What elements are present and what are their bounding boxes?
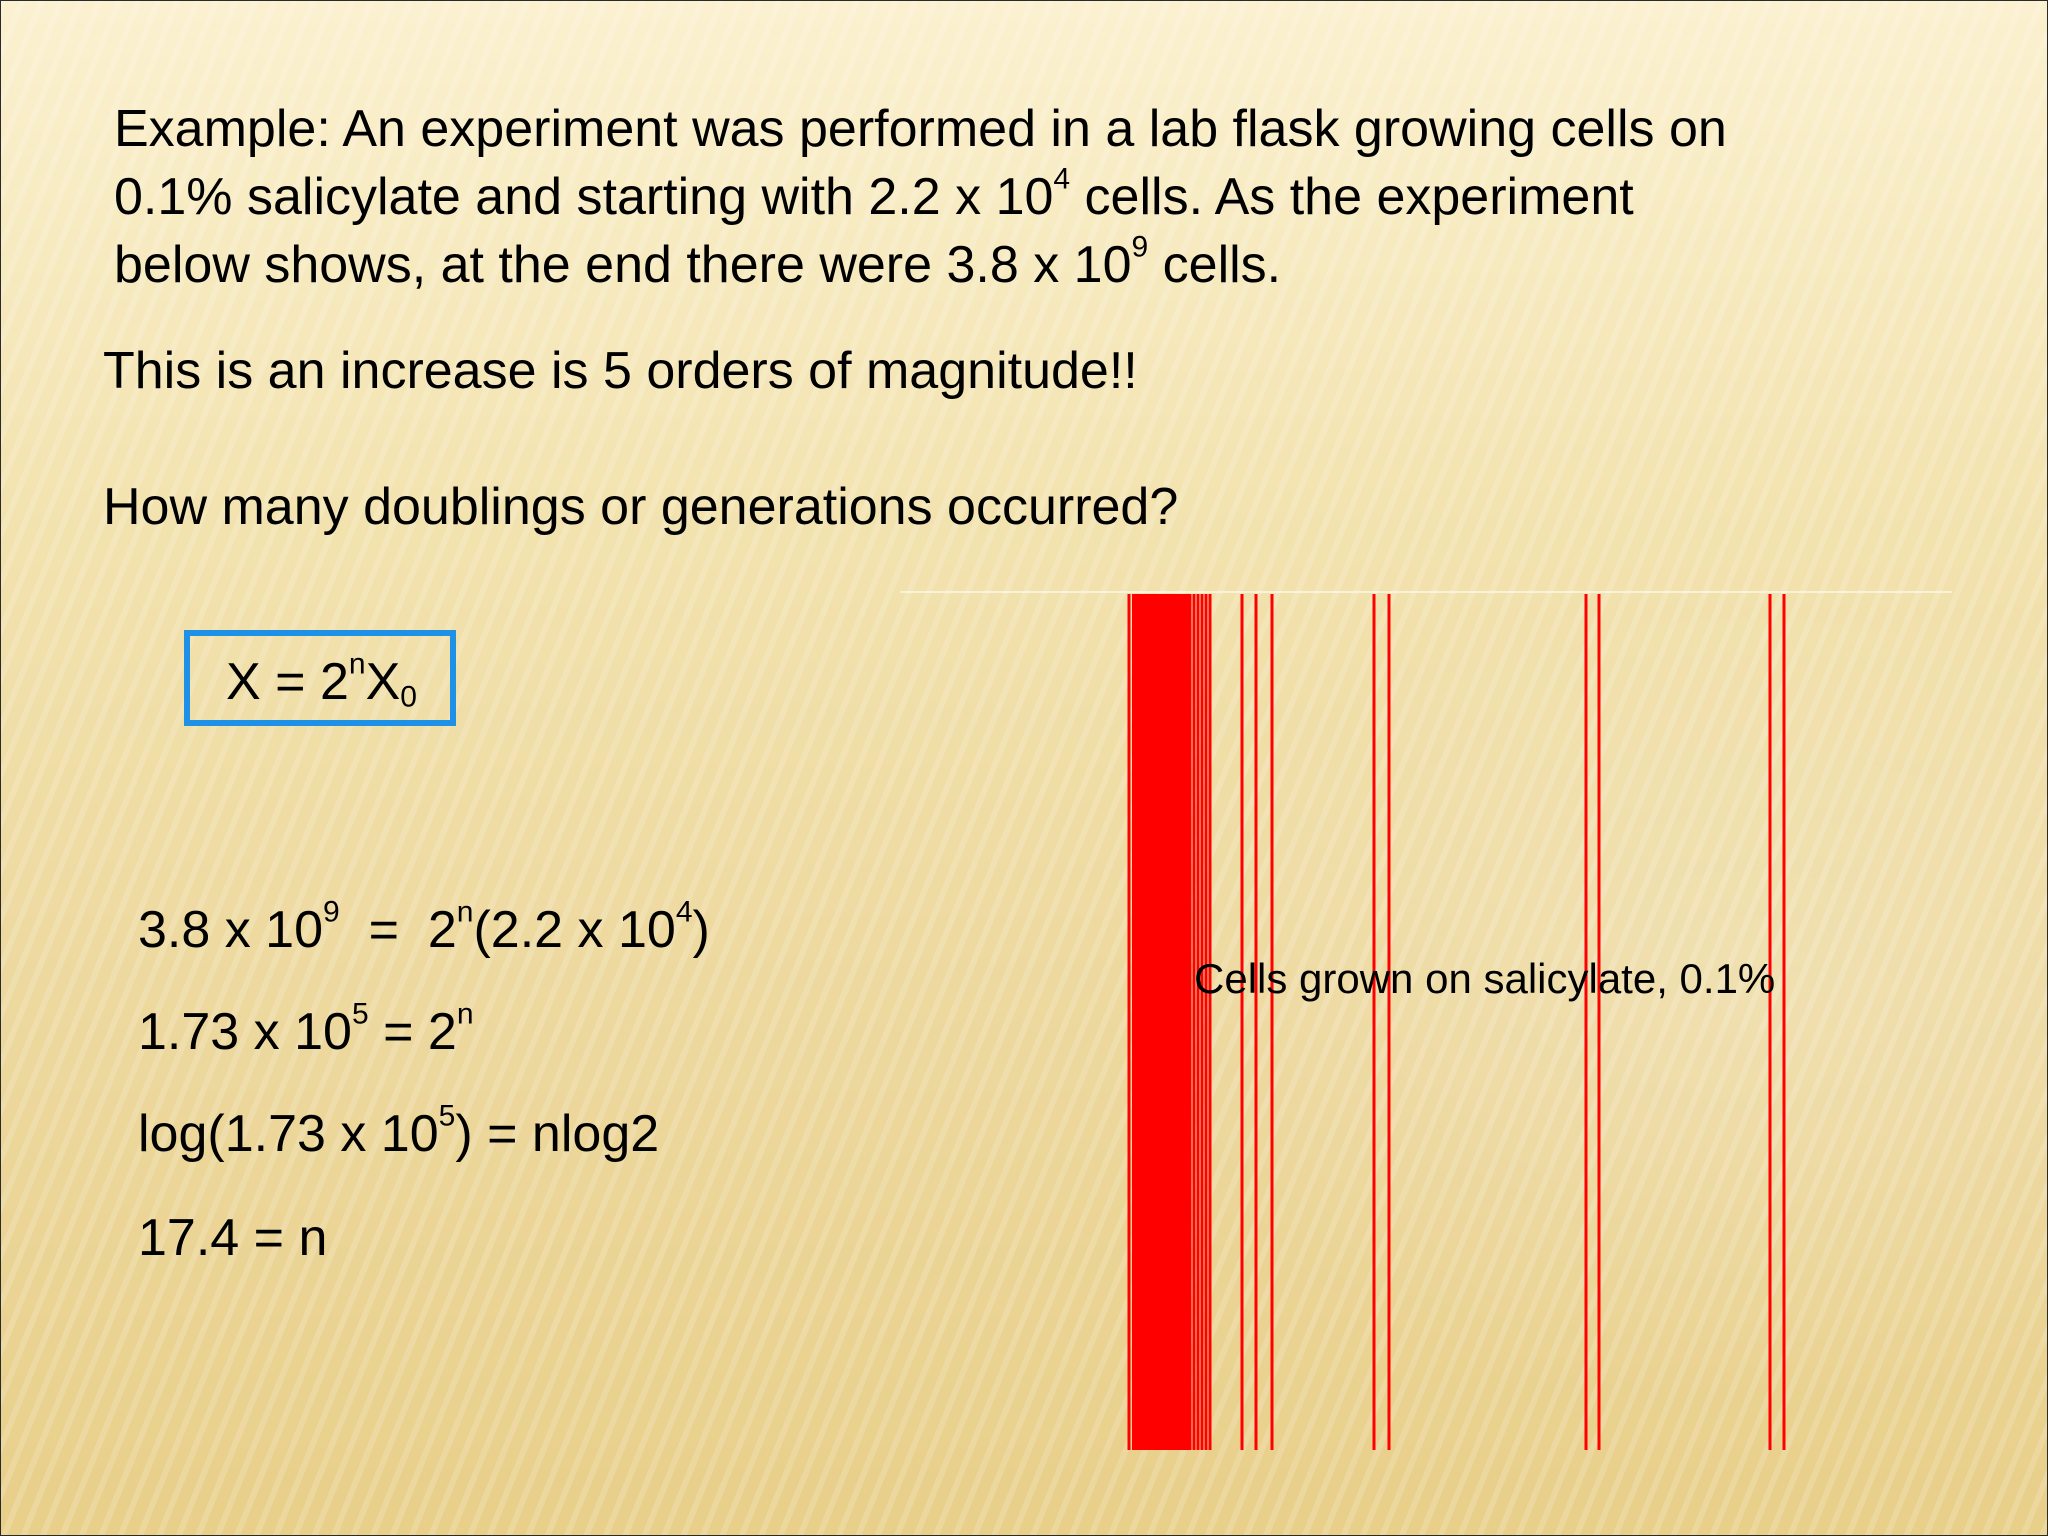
culture-lines-graphic <box>900 591 1952 1450</box>
increase-statement: This is an increase is 5 orders of magni… <box>103 342 1138 400</box>
eq3-exp-a: 5 <box>438 1099 456 1133</box>
intro-line-3-text: below shows, at the end there were 3.8 x… <box>114 236 1132 294</box>
formula-subscript: 0 <box>400 680 417 714</box>
eq2-exp-b: n <box>456 997 474 1031</box>
formula-lhs: X = 2 <box>226 653 349 711</box>
intro-line-3-exponent: 9 <box>1131 230 1149 264</box>
figure-caption: Cells grown on salicylate, 0.1% <box>1194 955 1776 1002</box>
dense-line-band <box>1132 594 1190 1450</box>
equation-step-4: 17.4 = n <box>138 1209 328 1267</box>
intro-line-1-text: Example: An experiment was performed in … <box>114 100 1727 158</box>
intro-line-2-text: 0.1% salicylate and starting with 2.2 x … <box>114 168 1054 226</box>
formula-variable: X <box>365 653 401 711</box>
intro-line-2-exponent: 4 <box>1053 162 1071 196</box>
formula-box: X = 2nX0 <box>184 630 456 726</box>
eq3-part-b: ) = nlog2 <box>455 1105 660 1163</box>
eq1-exp-c: 4 <box>675 895 693 929</box>
formula-exponent: n <box>348 647 366 681</box>
growth-formula: X = 2nX0 <box>226 649 417 712</box>
eq1-part-a: 3.8 x 10 <box>138 901 324 959</box>
equation-step-3: log(1.73 x 105) = nlog2 <box>138 1101 660 1164</box>
question-statement: How many doublings or generations occurr… <box>103 478 1179 536</box>
intro-line-2: 0.1% salicylate and starting with 2.2 x … <box>114 163 1727 231</box>
intro-paragraph: Example: An experiment was performed in … <box>114 95 1727 299</box>
intro-line-3-tail: cells. <box>1148 236 1282 294</box>
eq2-exp-a: 5 <box>351 997 369 1031</box>
equation-step-1: 3.8 x 109 = 2n(2.2 x 104) <box>138 897 710 960</box>
eq2-part-b: = 2 <box>368 1003 457 1061</box>
intro-line-3: below shows, at the end there were 3.8 x… <box>114 231 1727 299</box>
eq1-exp-a: 9 <box>323 895 340 929</box>
eq1-part-d: ) <box>692 901 710 959</box>
eq1-part-b: = 2 <box>339 901 457 959</box>
eq3-part-a: log(1.73 x 10 <box>138 1105 439 1163</box>
eq1-part-c: (2.2 x 10 <box>473 901 676 959</box>
intro-line-2-tail: cells. As the experiment <box>1070 168 1634 226</box>
intro-line-1: Example: An experiment was performed in … <box>114 95 1727 163</box>
culture-figure: Cells grown on salicylate, 0.1% <box>900 586 1952 1452</box>
eq2-part-a: 1.73 x 10 <box>138 1003 352 1061</box>
equation-step-2: 1.73 x 105 = 2n <box>138 999 474 1062</box>
eq1-exp-b: n <box>456 895 474 929</box>
